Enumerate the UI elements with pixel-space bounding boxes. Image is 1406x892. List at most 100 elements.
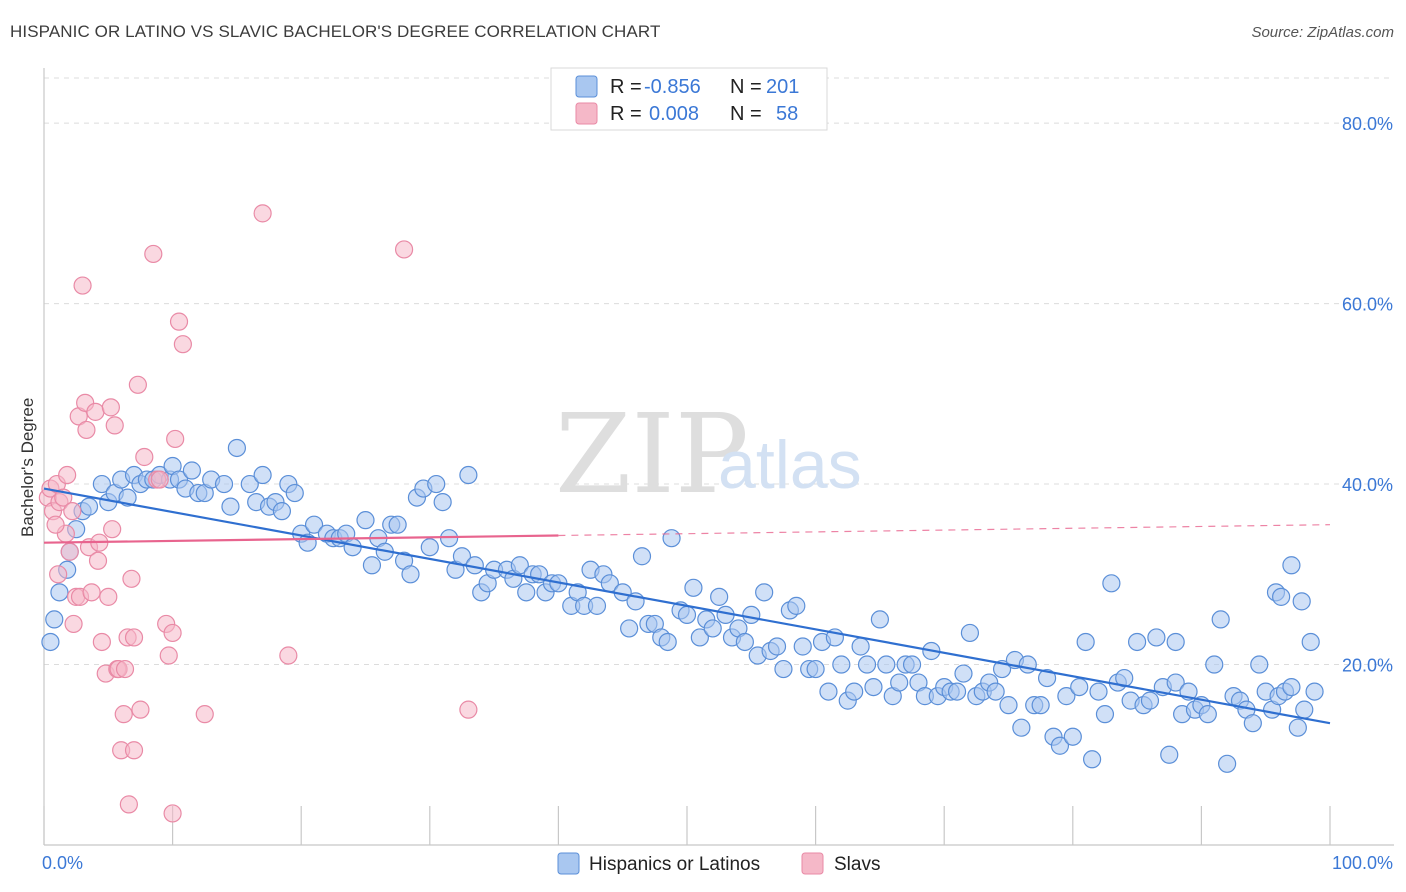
point-slav [131, 700, 150, 719]
point-slav [82, 583, 101, 602]
watermark-zip: ZIP [555, 390, 749, 518]
point-hispanic [517, 583, 536, 602]
point-hispanic [1095, 705, 1115, 724]
legend-r-value: 0.008 [649, 103, 699, 125]
point-hispanic [851, 637, 870, 656]
point-slav [173, 335, 192, 354]
point-slav [459, 700, 478, 719]
point-slav [119, 795, 138, 814]
point-hispanic [459, 465, 478, 485]
point-hispanic [510, 556, 529, 575]
x-tick-label: 100.0% [1332, 853, 1393, 873]
point-slav [159, 646, 178, 665]
chart-title: HISPANIC OR LATINO VS SLAVIC BACHELOR'S … [10, 22, 661, 41]
point-hispanic [1205, 655, 1224, 674]
point-slav [135, 447, 154, 467]
point-hispanic [1282, 556, 1301, 575]
point-hispanic [587, 596, 607, 615]
point-hispanic [1243, 714, 1262, 733]
point-hispanic [1082, 750, 1102, 769]
point-slav [103, 520, 122, 539]
point-hispanic [343, 538, 362, 557]
point-hispanic [870, 610, 890, 629]
point-hispanic [1272, 587, 1291, 606]
point-hispanic [420, 538, 439, 557]
point-hispanic [877, 655, 896, 674]
point-hispanic [947, 682, 967, 701]
point-hispanic [620, 619, 639, 638]
point-hispanic [954, 664, 973, 683]
point-hispanic [735, 632, 754, 652]
y-tick-label: 60.0% [1342, 295, 1393, 315]
point-hispanic [690, 628, 709, 647]
point-hispanic [1037, 668, 1057, 688]
legend-n-value: 58 [776, 103, 798, 125]
y-tick-label: 20.0% [1342, 656, 1393, 676]
point-slav [58, 465, 77, 485]
point-hispanic [1218, 754, 1237, 773]
legend-swatch-hispanics [575, 75, 598, 98]
gridlines [44, 77, 1394, 666]
point-hispanic [1070, 677, 1089, 697]
point-hispanic [806, 659, 825, 679]
point-hispanic [767, 637, 787, 656]
trend-line-hispanics [43, 487, 1331, 725]
point-hispanic [50, 583, 69, 602]
point-hispanic [793, 637, 812, 656]
point-hispanic [755, 583, 774, 602]
point-hispanic [427, 474, 446, 494]
point-hispanic [182, 461, 201, 480]
point-hispanic [1102, 574, 1121, 593]
axes [43, 68, 1394, 846]
point-hispanic [819, 682, 838, 701]
point-hispanic [1282, 677, 1301, 697]
legend-n-label: N = [730, 103, 762, 125]
trend-line-slavs [43, 534, 559, 544]
legend-swatch-slavs [801, 852, 824, 875]
point-hispanic [986, 682, 1005, 701]
point-slav [163, 804, 182, 823]
y-tick-label: 80.0% [1342, 114, 1393, 134]
x-tick-label: 0.0% [42, 853, 83, 873]
point-slav [63, 502, 82, 521]
point-hispanic [1295, 700, 1314, 719]
point-slav [73, 276, 92, 295]
point-hispanic [1050, 736, 1070, 755]
point-slav [124, 741, 144, 760]
point-hispanic [677, 605, 697, 625]
point-slav [101, 398, 120, 417]
point-hispanic [1076, 632, 1095, 652]
point-hispanic [1211, 610, 1230, 629]
series-slavs-points [38, 204, 478, 823]
point-hispanic [356, 511, 375, 530]
legend-r-label: R = [610, 103, 642, 125]
point-hispanic [41, 632, 60, 652]
point-hispanic [1127, 632, 1147, 652]
point-hispanic [890, 673, 909, 692]
point-hispanic [362, 556, 382, 575]
watermark: ZIP atlas [555, 390, 862, 518]
point-hispanic [999, 696, 1018, 715]
legend-r-label: R = [610, 76, 642, 98]
trend-lines [43, 487, 1331, 725]
point-slav [150, 470, 169, 489]
point-hispanic [1012, 718, 1031, 737]
legend-n-value: 201 [766, 76, 799, 98]
point-hispanic [1166, 673, 1185, 692]
point-hispanic [79, 497, 99, 516]
legend-n-label: N = [730, 76, 762, 98]
point-slav [77, 420, 96, 440]
point-hispanic [960, 623, 980, 643]
point-hispanic [787, 596, 806, 615]
point-slav [195, 705, 214, 724]
point-slav [60, 542, 79, 561]
point-hispanic [1089, 682, 1108, 701]
point-slav [166, 429, 185, 449]
point-slav [46, 515, 65, 534]
point-hispanic [45, 610, 64, 629]
point-slav [49, 565, 68, 584]
point-hispanic [1288, 718, 1307, 737]
point-hispanic [1250, 655, 1269, 674]
point-hispanic [774, 659, 793, 679]
